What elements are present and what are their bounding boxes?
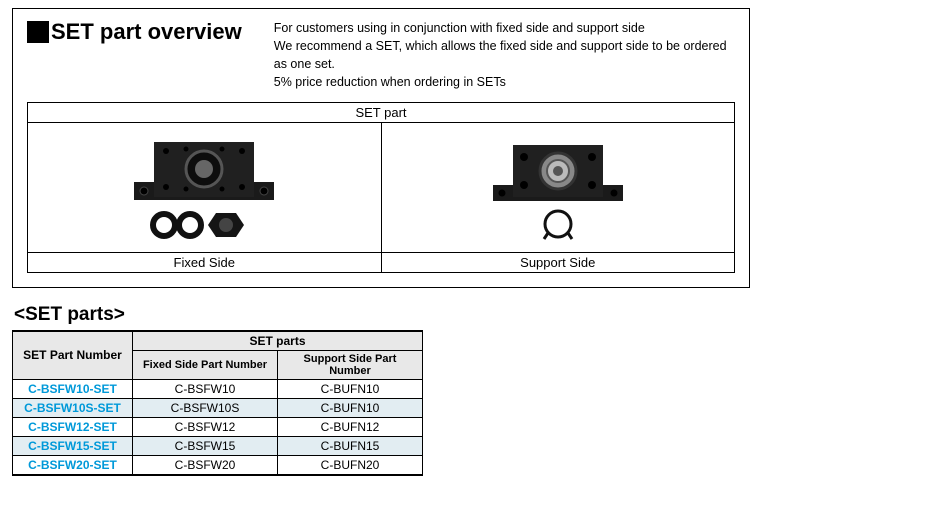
cell-partnum[interactable]: C-BSFW10S-SET bbox=[13, 398, 133, 417]
support-side-support-unit-icon bbox=[458, 127, 658, 247]
cell-fixed: C-BSFW20 bbox=[133, 455, 278, 475]
overview-title-block: SET part overview bbox=[27, 19, 242, 45]
spec-table-body: C-BSFW10-SET C-BSFW10 C-BUFN10 C-BSFW10S… bbox=[13, 379, 423, 475]
desc-line-3: 5% price reduction when ordering in SETs bbox=[274, 73, 735, 91]
overview-description: For customers using in conjunction with … bbox=[274, 19, 735, 92]
title-square-icon bbox=[27, 21, 49, 43]
cell-support: C-BUFN10 bbox=[278, 398, 423, 417]
cell-partnum[interactable]: C-BSFW12-SET bbox=[13, 417, 133, 436]
cell-fixed: C-BSFW12 bbox=[133, 417, 278, 436]
overview-panel: SET part overview For customers using in… bbox=[12, 8, 750, 288]
support-side-label: Support Side bbox=[381, 252, 735, 272]
set-parts-spec-table: SET Part Number SET parts Fixed Side Par… bbox=[12, 330, 423, 476]
col-header-partnum: SET Part Number bbox=[13, 331, 133, 380]
col-header-support: Support Side Part Number bbox=[278, 350, 423, 379]
fixed-side-support-unit-icon bbox=[104, 127, 304, 247]
cell-support: C-BUFN15 bbox=[278, 436, 423, 455]
support-side-image-cell bbox=[381, 122, 735, 252]
table-row: C-BSFW12-SET C-BSFW12 C-BUFN12 bbox=[13, 417, 423, 436]
cell-fixed: C-BSFW10S bbox=[133, 398, 278, 417]
set-parts-section-title: <SET parts> bbox=[14, 304, 920, 326]
cell-fixed: C-BSFW10 bbox=[133, 379, 278, 398]
cell-fixed: C-BSFW15 bbox=[133, 436, 278, 455]
desc-line-2: We recommend a SET, which allows the fix… bbox=[274, 37, 735, 73]
table-row: C-BSFW10-SET C-BSFW10 C-BUFN10 bbox=[13, 379, 423, 398]
fixed-side-label: Fixed Side bbox=[28, 252, 382, 272]
fixed-side-image-cell bbox=[28, 122, 382, 252]
desc-line-1: For customers using in conjunction with … bbox=[274, 19, 735, 37]
col-header-fixed: Fixed Side Part Number bbox=[133, 350, 278, 379]
cell-partnum[interactable]: C-BSFW15-SET bbox=[13, 436, 133, 455]
table-row: C-BSFW15-SET C-BSFW15 C-BUFN15 bbox=[13, 436, 423, 455]
cell-support: C-BUFN10 bbox=[278, 379, 423, 398]
table-row: C-BSFW20-SET C-BSFW20 C-BUFN20 bbox=[13, 455, 423, 475]
set-part-visual-table: SET part bbox=[27, 102, 735, 273]
cell-partnum[interactable]: C-BSFW20-SET bbox=[13, 455, 133, 475]
set-part-header: SET part bbox=[28, 102, 735, 122]
cell-partnum[interactable]: C-BSFW10-SET bbox=[13, 379, 133, 398]
overview-title: SET part overview bbox=[51, 19, 242, 45]
table-row: C-BSFW10S-SET C-BSFW10S C-BUFN10 bbox=[13, 398, 423, 417]
cell-support: C-BUFN20 bbox=[278, 455, 423, 475]
cell-support: C-BUFN12 bbox=[278, 417, 423, 436]
overview-header: SET part overview For customers using in… bbox=[27, 19, 735, 92]
col-header-group: SET parts bbox=[133, 331, 423, 351]
